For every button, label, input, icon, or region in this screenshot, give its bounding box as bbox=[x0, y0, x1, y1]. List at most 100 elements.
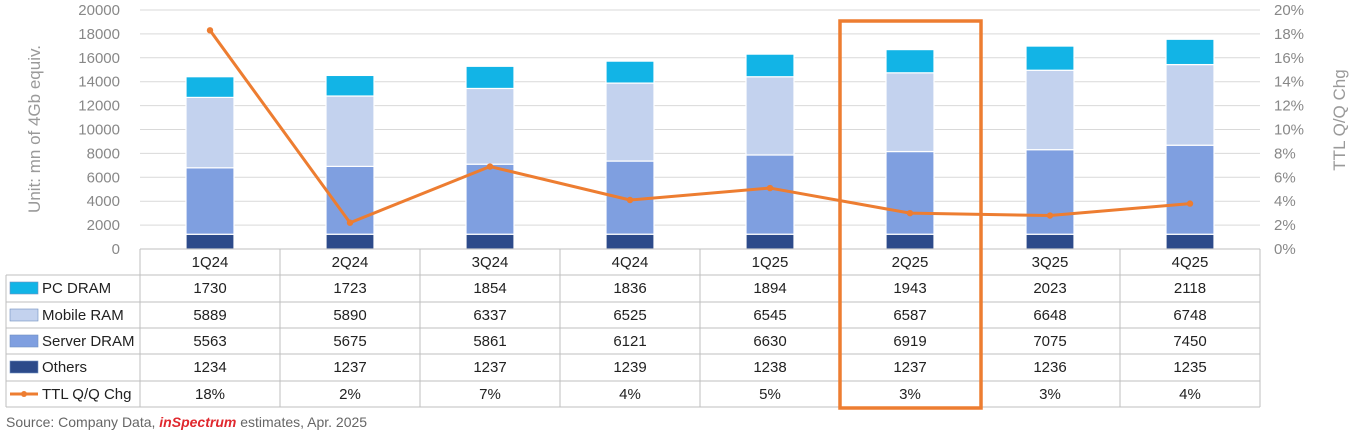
y-tick-label: 0 bbox=[112, 241, 120, 258]
data-value: 5861 bbox=[473, 333, 506, 350]
data-value: 5889 bbox=[193, 307, 226, 324]
bar-pc-dram bbox=[465, 65, 515, 90]
row-label: Mobile RAM bbox=[42, 307, 124, 324]
data-value: 1239 bbox=[613, 359, 646, 376]
bar-mobile-ram bbox=[185, 96, 235, 169]
y-tick-label: 6000 bbox=[87, 169, 120, 186]
data-value: 6587 bbox=[893, 307, 926, 324]
data-value: 6748 bbox=[1173, 307, 1206, 324]
bar-others bbox=[1025, 233, 1075, 250]
data-value: 2023 bbox=[1033, 280, 1066, 297]
line-point bbox=[906, 209, 914, 217]
bar-pc-dram bbox=[745, 53, 795, 78]
data-value: 1237 bbox=[473, 359, 506, 376]
data-value: 1943 bbox=[893, 280, 926, 297]
y2-axis-title: TTL Q/Q Chg bbox=[1330, 69, 1349, 170]
bar-mobile-ram bbox=[605, 82, 655, 162]
category-label: 4Q24 bbox=[612, 254, 649, 271]
data-value: 1235 bbox=[1173, 359, 1206, 376]
data-value: 1237 bbox=[893, 359, 926, 376]
y2-tick-label: 4% bbox=[1274, 193, 1296, 210]
bar-pc-dram bbox=[1165, 38, 1215, 66]
category-label: 2Q25 bbox=[892, 254, 929, 271]
bar-others bbox=[745, 233, 795, 250]
y-axis-title: Unit: mn of 4Gb equiv. bbox=[25, 45, 44, 213]
data-value: 5563 bbox=[193, 333, 226, 350]
line-point bbox=[346, 219, 354, 226]
data-value: 18% bbox=[195, 386, 225, 403]
line-point bbox=[766, 184, 774, 192]
bar-pc-dram bbox=[325, 74, 375, 97]
bar-pc-dram bbox=[1025, 45, 1075, 71]
data-value: 1238 bbox=[753, 359, 786, 376]
legend-key-server-dram bbox=[9, 334, 39, 348]
brand-logo-rest: Spectrum bbox=[171, 414, 237, 430]
bar-server-dram bbox=[465, 163, 515, 235]
y-tick-label: 20000 bbox=[78, 2, 120, 19]
line-point bbox=[1046, 212, 1054, 219]
y2-tick-label: 10% bbox=[1274, 122, 1304, 139]
bar-server-dram bbox=[1165, 144, 1215, 235]
data-value: 5% bbox=[759, 386, 781, 403]
y2-tick-label: 8% bbox=[1274, 145, 1296, 162]
category-label: 1Q25 bbox=[752, 254, 789, 271]
bar-mobile-ram bbox=[1165, 63, 1215, 146]
data-value: 1836 bbox=[613, 280, 646, 297]
legend-key-marker bbox=[21, 391, 27, 397]
y-tick-label: 10000 bbox=[78, 122, 120, 139]
bar-mobile-ram bbox=[465, 87, 515, 165]
bar-server-dram bbox=[1025, 149, 1075, 235]
data-value: 5890 bbox=[333, 307, 366, 324]
y2-tick-label: 12% bbox=[1274, 98, 1304, 115]
brand-logo-in: in bbox=[159, 414, 172, 430]
y-tick-label: 16000 bbox=[78, 50, 120, 67]
data-value: 1894 bbox=[753, 280, 786, 297]
category-label: 1Q24 bbox=[192, 254, 229, 271]
data-value: 6919 bbox=[893, 333, 926, 350]
y-tick-label: 14000 bbox=[78, 74, 120, 91]
data-value: 7075 bbox=[1033, 333, 1066, 350]
y2-tick-label: 2% bbox=[1274, 217, 1296, 234]
y2-tick-label: 18% bbox=[1274, 26, 1304, 43]
category-label: 3Q24 bbox=[472, 254, 509, 271]
legend-key-mobile-ram bbox=[9, 308, 39, 322]
line-point bbox=[626, 196, 634, 204]
data-value: 3% bbox=[899, 386, 921, 403]
y-tick-label: 8000 bbox=[87, 145, 120, 162]
line-point bbox=[206, 27, 214, 34]
data-value: 7450 bbox=[1173, 333, 1206, 350]
row-label: TTL Q/Q Chg bbox=[42, 386, 131, 403]
y-tick-label: 12000 bbox=[78, 98, 120, 115]
data-value: 1234 bbox=[193, 359, 226, 376]
row-label: Others bbox=[42, 359, 87, 376]
source-prefix: Source: Company Data, bbox=[6, 414, 160, 430]
data-value: 1730 bbox=[193, 280, 226, 297]
data-value: 6630 bbox=[753, 333, 786, 350]
row-label: PC DRAM bbox=[42, 280, 111, 297]
bar-mobile-ram bbox=[1025, 69, 1075, 151]
data-value: 6525 bbox=[613, 307, 646, 324]
bar-pc-dram bbox=[185, 76, 235, 99]
y-tick-label: 18000 bbox=[78, 26, 120, 43]
bar-pc-dram bbox=[605, 60, 655, 84]
data-value: 6121 bbox=[613, 333, 646, 350]
data-value: 1236 bbox=[1033, 359, 1066, 376]
row-label: Server DRAM bbox=[42, 333, 135, 350]
y2-tick-label: 20% bbox=[1274, 2, 1304, 19]
bar-server-dram bbox=[185, 167, 235, 235]
data-value: 2% bbox=[339, 386, 361, 403]
data-value: 5675 bbox=[333, 333, 366, 350]
data-value: 4% bbox=[619, 386, 641, 403]
category-label: 4Q25 bbox=[1172, 254, 1209, 271]
category-label: 2Q24 bbox=[332, 254, 369, 271]
source-note: Source: Company Data, inSpectrum estimat… bbox=[6, 414, 367, 430]
bar-others bbox=[605, 233, 655, 250]
data-value: 1237 bbox=[333, 359, 366, 376]
bar-others bbox=[325, 233, 375, 250]
bar-mobile-ram bbox=[885, 72, 935, 153]
line-ttl-qq-chg bbox=[208, 29, 1191, 225]
data-value: 2118 bbox=[1174, 280, 1206, 297]
data-value: 7% bbox=[479, 386, 501, 403]
